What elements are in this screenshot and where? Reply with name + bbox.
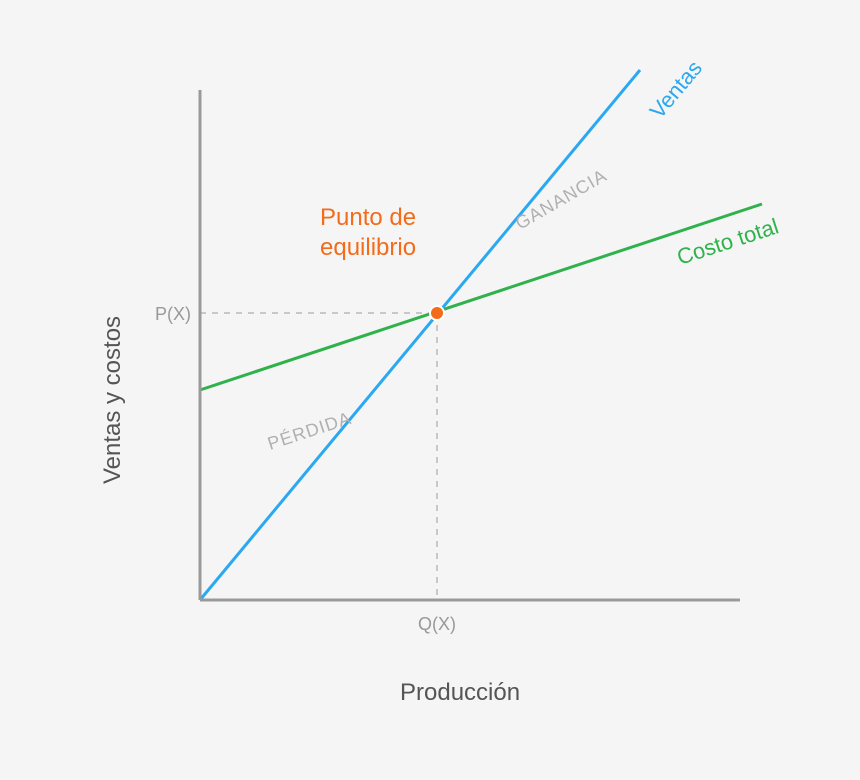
qx-tick: Q(X) bbox=[418, 614, 456, 634]
costo-total-label: Costo total bbox=[674, 213, 782, 269]
breakeven-label-2: equilibrio bbox=[320, 234, 416, 261]
perdida-label: PÉRDIDA bbox=[265, 408, 354, 454]
px-tick: P(X) bbox=[155, 304, 191, 324]
ganancia-label: GANANCIA bbox=[512, 165, 610, 233]
breakeven-point bbox=[430, 306, 444, 320]
ventas-line bbox=[200, 70, 640, 600]
x-axis-label: Producción bbox=[400, 679, 520, 706]
y-axis-label: Ventas y costos bbox=[99, 316, 126, 484]
breakeven-label-1: Punto de bbox=[320, 204, 416, 231]
ventas-label: Ventas bbox=[645, 56, 707, 124]
breakeven-chart: PÉRDIDA GANANCIA Ventas Costo total Punt… bbox=[0, 0, 860, 780]
costo-total-line bbox=[200, 204, 762, 390]
